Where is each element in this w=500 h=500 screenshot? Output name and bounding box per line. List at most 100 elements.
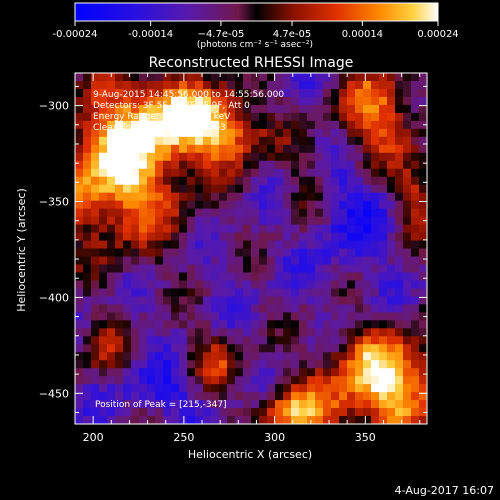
heatmap-cell [251,240,260,250]
heatmap-cell [211,312,220,321]
heatmap-cell [315,320,324,329]
heatmap-cell [139,136,148,146]
heatmap-cell [379,144,388,154]
heatmap-cell [275,176,284,186]
heatmap-cell [403,336,412,345]
heatmap-cell [275,408,284,417]
heatmap-cell [163,216,172,226]
heatmap-cell [323,136,332,146]
heatmap-cell [275,304,284,313]
heatmap-cell [307,168,316,178]
heatmap-cell [139,264,148,274]
heatmap-cell [411,73,420,82]
heatmap-cell [227,384,236,393]
heatmap-cell [75,352,84,361]
heatmap-cell [227,168,236,178]
heatmap-cell [195,144,204,154]
heatmap-cell [211,96,220,106]
heatmap-cell [107,344,116,353]
heatmap-cell [363,272,372,282]
heatmap-cell [147,192,156,202]
heatmap-cell [75,296,84,305]
heatmap-cell [315,216,324,226]
heatmap-cell [147,352,156,361]
heatmap-cell [195,88,204,98]
heatmap-cell [307,336,316,345]
heatmap-cell [123,73,132,82]
heatmap-cell [403,320,412,329]
axes: 200 250 300 350−300−350−400−450 [39,73,427,444]
heatmap-cell [387,352,396,361]
heatmap-cell [347,152,356,162]
heatmap-cell [267,272,276,282]
heatmap-cell [299,376,308,385]
heatmap-cell [163,392,172,401]
heatmap-cell [251,88,260,98]
heatmap-cell [347,200,356,210]
heatmap-cell [155,192,164,202]
heatmap-cell [315,376,324,385]
heatmap-cell [115,224,124,234]
heatmap-cell [155,320,164,329]
heatmap-cell [83,96,92,106]
heatmap-cell [355,216,364,226]
heatmap-cell [179,96,188,106]
heatmap-cell [219,376,228,385]
heatmap-cell [267,240,276,250]
heatmap-cell [147,336,156,345]
heatmap-cell [283,73,292,82]
heatmap-cell [419,104,427,114]
heatmap-cell [339,96,348,106]
heatmap-cell [339,176,348,186]
heatmap-cell [283,320,292,329]
heatmap-cell [227,144,236,154]
heatmap-cell [171,376,180,385]
heatmap-cell [171,336,180,345]
heatmap-cell [235,73,244,82]
heatmap-cell [395,184,404,194]
heatmap-cell [139,120,148,130]
heatmap-cell [395,248,404,258]
heatmap-cell [339,352,348,361]
heatmap-cell [235,176,244,186]
heatmap-cell [107,408,116,417]
heatmap-cell [227,272,236,282]
heatmap-cell [187,216,196,226]
heatmap-cell [291,73,300,82]
heatmap-cell [339,88,348,98]
heatmap-cell [419,376,427,385]
heatmap-cell [91,248,100,258]
heatmap-cell [307,120,316,130]
heatmap-cell [163,200,172,210]
heatmap-cell [163,120,172,130]
heatmap-cell [203,96,212,106]
heatmap-cell [331,280,340,289]
heatmap-cell [371,328,380,337]
heatmap-cell [147,272,156,282]
heatmap-cell [243,176,252,186]
heatmap-cell [179,304,188,313]
heatmap-cell [211,400,220,409]
heatmap-cell [235,416,244,424]
heatmap-cell [331,208,340,218]
heatmap-cell [275,88,284,98]
heatmap-cell [411,280,420,289]
heatmap-cell [187,240,196,250]
heatmap-cell [323,240,332,250]
heatmap-cell [211,296,220,305]
heatmap-cell [115,73,124,82]
heatmap-cell [219,384,228,393]
heatmap-cell [307,104,316,114]
heatmap-cell [83,264,92,274]
heatmap-cell [299,208,308,218]
heatmap-cell [75,184,84,194]
heatmap-cell [339,248,348,258]
heatmap-cell [227,280,236,289]
heatmap-cell [83,392,92,401]
heatmap-cell [299,312,308,321]
heatmap-cell [347,216,356,226]
heatmap-cell [235,264,244,274]
heatmap-cell [403,112,412,122]
heatmap-cell [411,168,420,178]
x-tick-label: 250 [173,431,194,444]
